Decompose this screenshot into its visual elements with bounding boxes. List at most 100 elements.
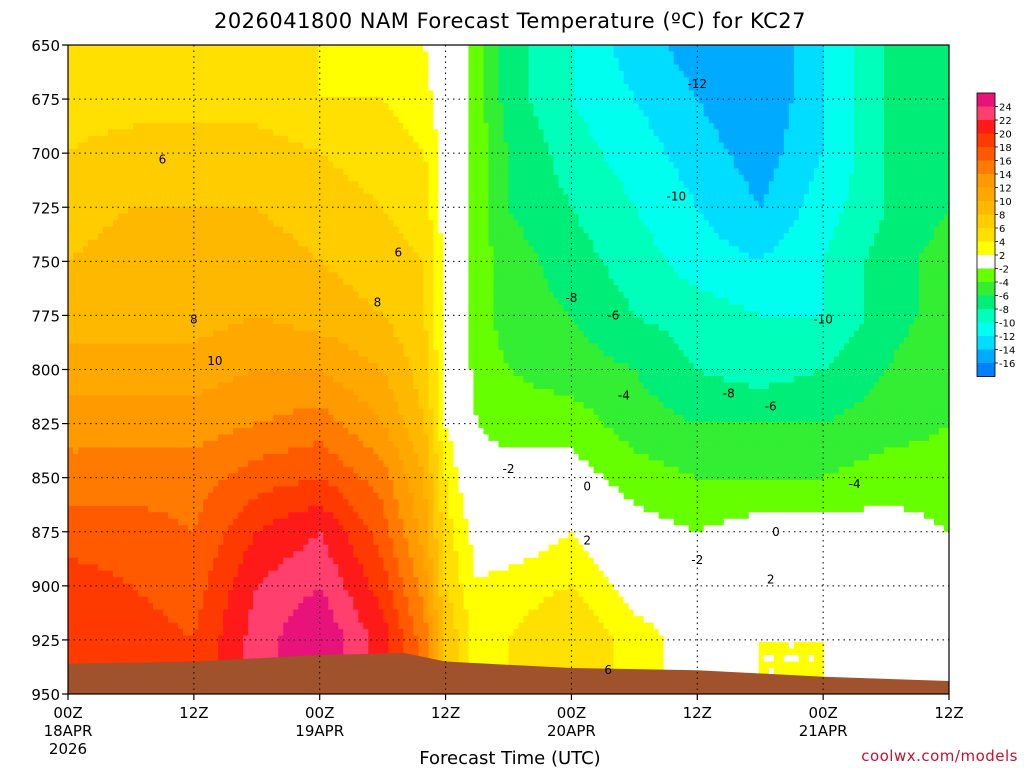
field-cell <box>113 135 119 143</box>
field-cell <box>273 304 279 312</box>
field-cell <box>308 317 314 325</box>
field-cell <box>203 285 209 293</box>
field-cell <box>183 427 189 435</box>
field-cell <box>263 259 269 267</box>
field-cell <box>303 499 309 507</box>
field-cell <box>228 375 234 384</box>
field-cell <box>253 596 259 604</box>
field-cell <box>228 466 234 474</box>
field-cell <box>263 369 269 377</box>
field-cell <box>138 505 144 513</box>
field-cell <box>133 239 139 247</box>
field-cell <box>288 285 294 293</box>
field-cell <box>303 207 309 215</box>
field-cell <box>193 135 199 143</box>
field-cell <box>148 103 154 111</box>
field-cell <box>183 551 189 559</box>
field-cell <box>223 278 229 286</box>
field-cell <box>243 460 249 468</box>
field-cell <box>308 382 314 390</box>
field-cell <box>168 278 174 286</box>
field-cell <box>88 382 94 390</box>
field-cell <box>288 330 294 338</box>
field-cell <box>228 414 234 423</box>
field-cell <box>288 622 294 630</box>
field-cell <box>293 155 299 163</box>
field-cell <box>143 427 149 435</box>
field-cell <box>123 207 129 215</box>
field-cell <box>293 174 299 182</box>
field-cell <box>288 194 294 202</box>
field-cell <box>93 609 99 617</box>
field-cell <box>303 161 309 169</box>
field-cell <box>128 401 134 410</box>
field-cell <box>153 83 159 92</box>
field-cell <box>203 168 209 176</box>
field-cell <box>78 538 84 546</box>
field-cell <box>158 83 164 92</box>
field-cell <box>73 226 79 234</box>
field-cell <box>178 577 184 585</box>
field-cell <box>313 187 319 195</box>
field-cell <box>278 200 284 208</box>
field-cell <box>93 239 99 247</box>
field-cell <box>223 142 229 150</box>
field-cell <box>293 265 299 273</box>
field-cell <box>73 265 79 273</box>
field-cell <box>178 122 184 130</box>
field-cell <box>163 220 169 228</box>
field-cell <box>98 512 104 520</box>
field-cell <box>268 363 274 371</box>
field-cell <box>313 401 319 410</box>
field-cell <box>298 330 304 338</box>
field-cell <box>183 421 189 429</box>
field-cell <box>173 155 179 163</box>
field-cell <box>153 388 159 397</box>
field-cell <box>83 77 89 85</box>
field-cell <box>163 395 169 403</box>
field-cell <box>258 421 264 429</box>
field-cell <box>158 77 164 85</box>
field-cell <box>173 90 179 98</box>
field-cell <box>248 369 254 377</box>
field-cell <box>143 330 149 338</box>
field-cell <box>248 278 254 286</box>
field-cell <box>263 324 269 332</box>
field-cell <box>313 473 319 481</box>
field-cell <box>223 512 229 520</box>
field-cell <box>193 544 199 552</box>
field-cell <box>118 635 124 643</box>
field-cell <box>303 291 309 299</box>
field-cell <box>278 570 284 578</box>
field-cell <box>268 577 274 585</box>
field-cell <box>308 122 314 130</box>
field-cell <box>233 252 239 260</box>
field-cell <box>158 525 164 533</box>
field-cell <box>248 109 254 117</box>
field-cell <box>133 505 139 513</box>
field-cell <box>108 635 114 643</box>
field-cell <box>143 525 149 533</box>
field-cell <box>93 427 99 435</box>
field-cell <box>118 395 124 403</box>
field-cell <box>153 233 159 241</box>
field-cell <box>178 616 184 624</box>
field-cell <box>123 544 129 552</box>
field-cell <box>218 655 224 663</box>
field-cell <box>228 116 234 124</box>
field-cell <box>288 499 294 507</box>
field-cell <box>78 408 84 416</box>
field-cell <box>253 466 259 474</box>
field-cell <box>103 343 109 351</box>
field-cell <box>203 116 209 124</box>
field-cell <box>188 174 194 182</box>
field-cell <box>243 525 249 533</box>
field-cell <box>143 200 149 208</box>
field-cell <box>208 486 214 494</box>
field-cell <box>168 83 174 92</box>
field-cell <box>83 226 89 234</box>
field-cell <box>208 161 214 169</box>
field-cell <box>248 265 254 273</box>
field-cell <box>193 291 199 299</box>
field-cell <box>88 155 94 163</box>
